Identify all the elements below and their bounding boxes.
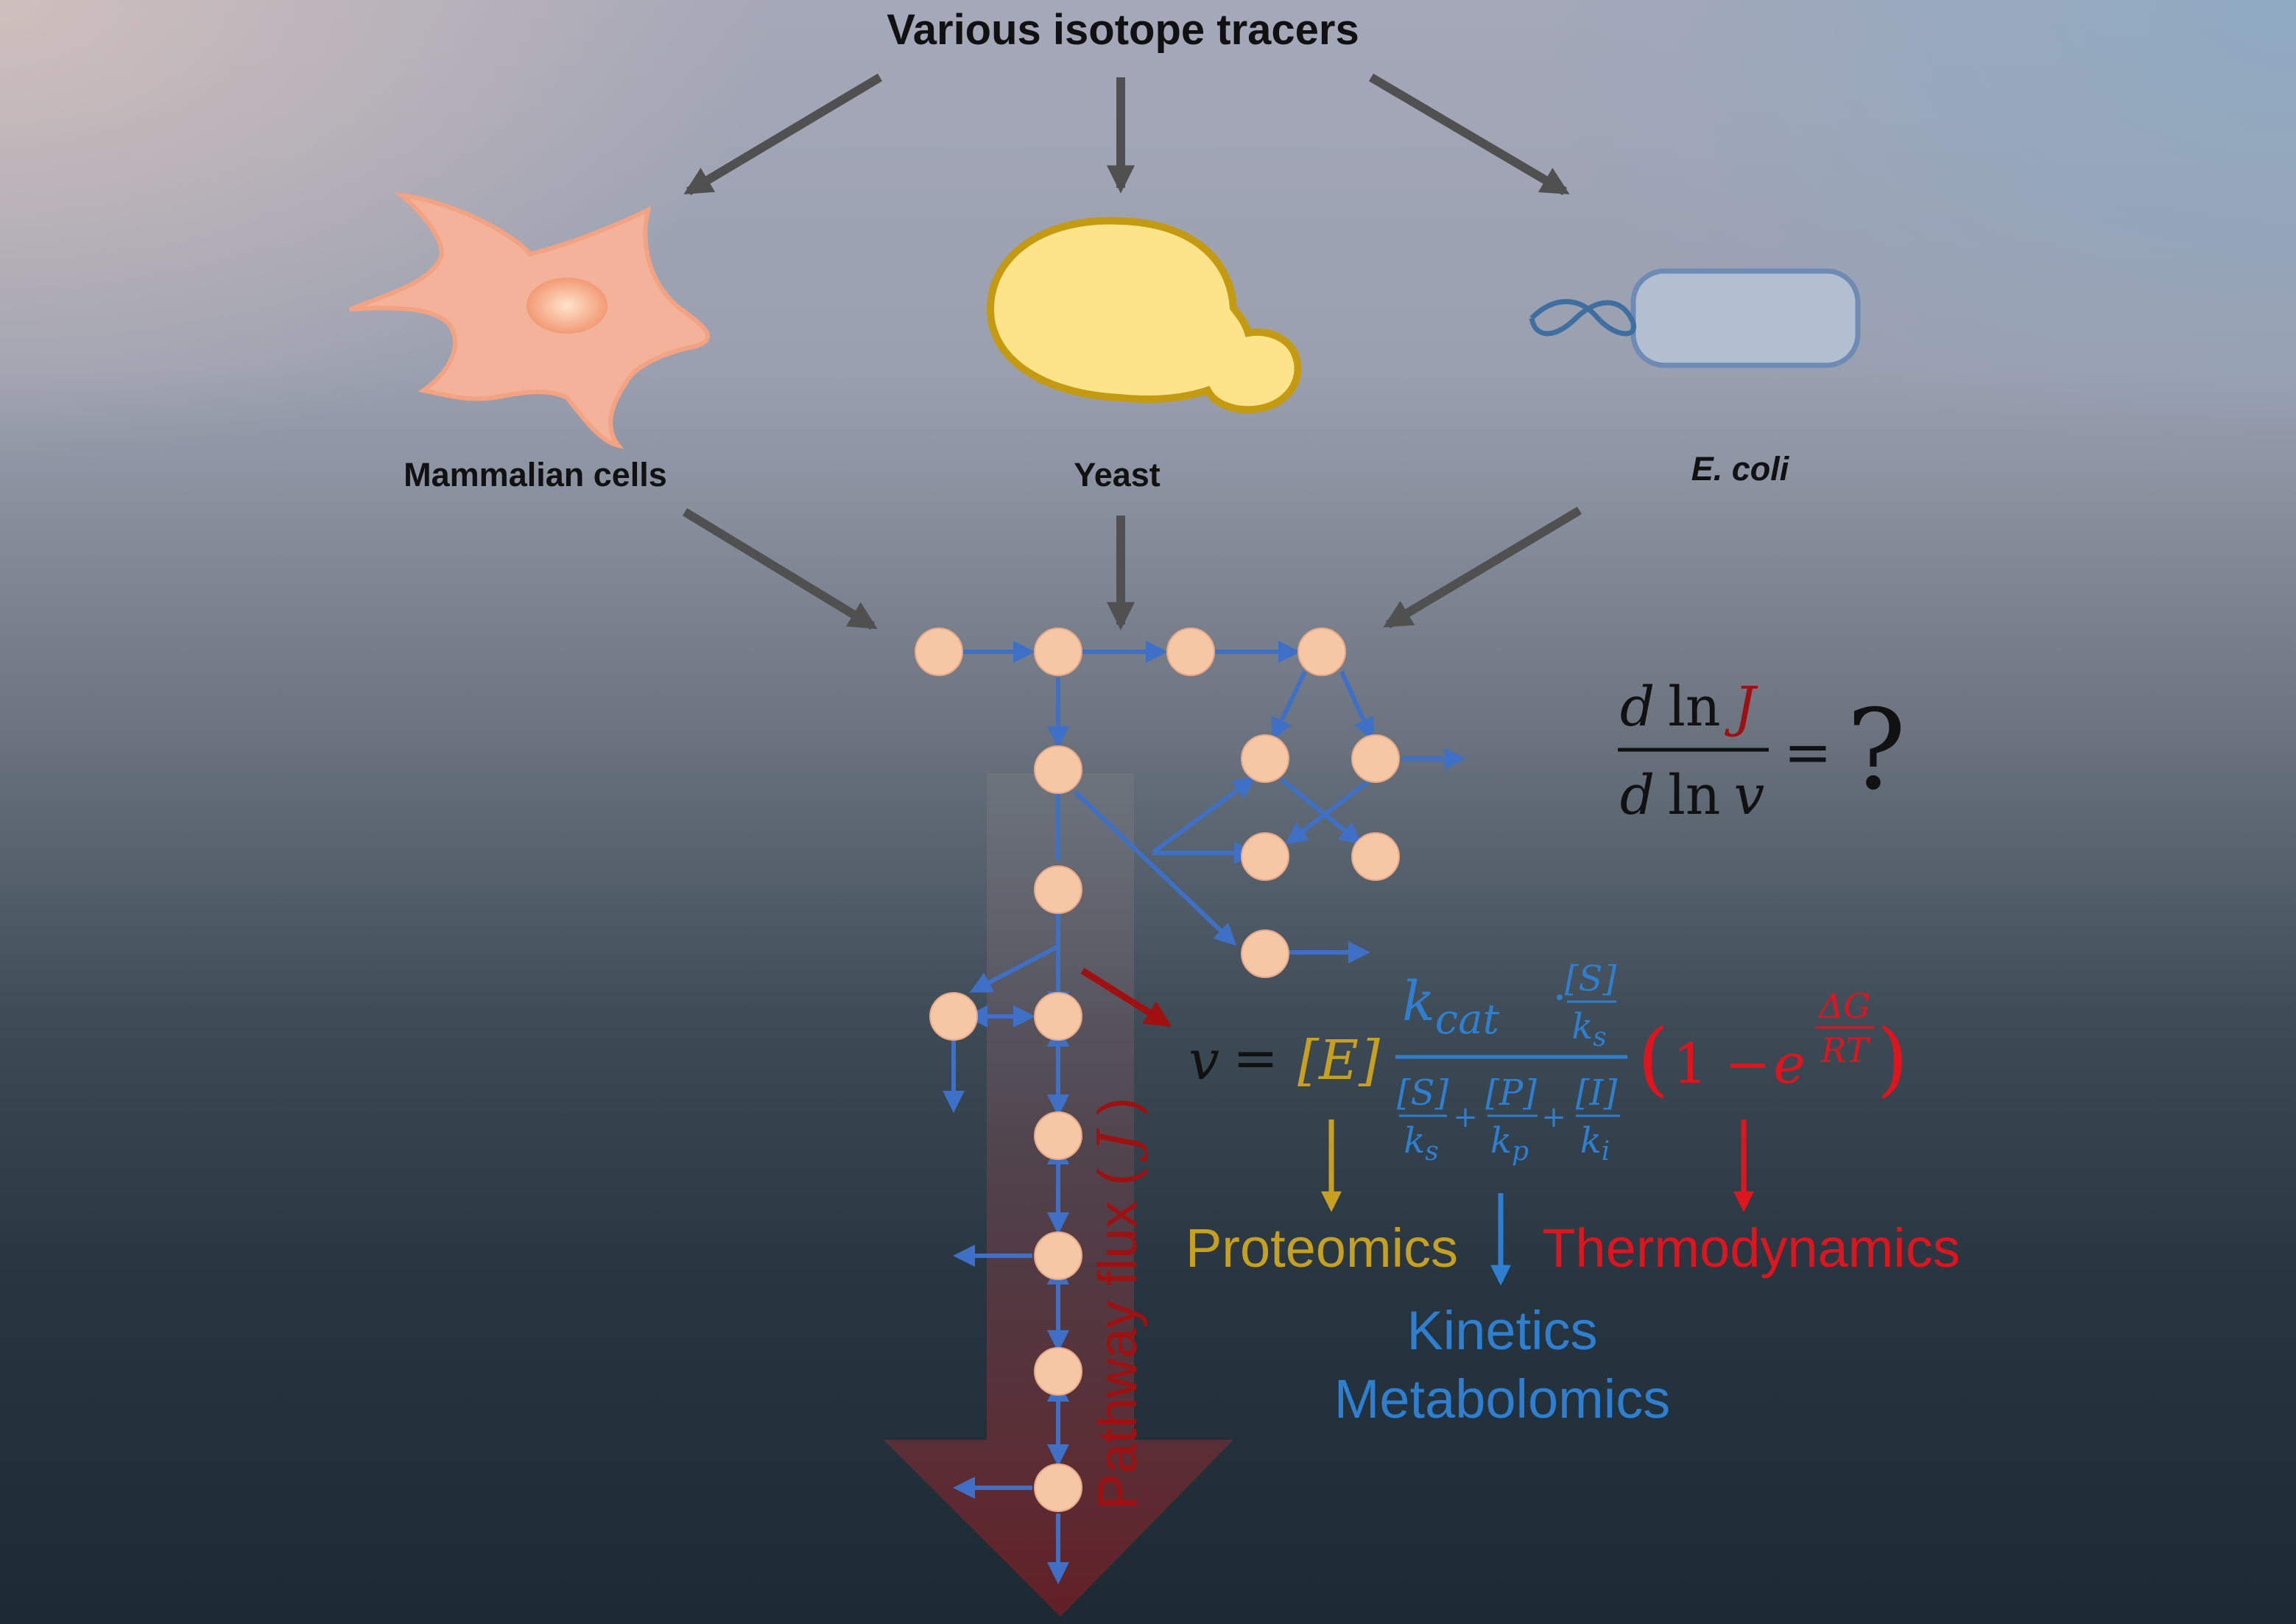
thermo-one-minus: 1 −	[1673, 1033, 1771, 1096]
arrow-to-ecoli	[1368, 73, 1570, 196]
thermo-RT: RT	[1820, 1030, 1871, 1070]
metabolite-node	[1241, 929, 1289, 978]
sensitivity-equation: d ln J d ln v = ?	[1618, 675, 1906, 827]
metabolite-node	[1034, 1463, 1082, 1512]
cell-nucleus	[527, 278, 608, 334]
metabolite-node	[1034, 1111, 1082, 1160]
flux-label-text: Pathway flux	[1087, 1201, 1148, 1511]
network-edges	[943, 641, 1466, 1584]
ecoli-cell-icon	[1529, 268, 1861, 368]
denom-I: [I]	[1576, 1072, 1618, 1114]
question-mark: ?	[1847, 686, 1906, 815]
metabolite-node	[929, 992, 978, 1041]
flux-open-paren: (	[1087, 1153, 1148, 1201]
label-metabolomics: Metabolomics	[1334, 1368, 1671, 1430]
metabolite-node	[1166, 628, 1215, 676]
metabolite-node	[1034, 745, 1082, 794]
metabolite-node	[1351, 832, 1400, 881]
enzyme-concentration: [E]	[1297, 1029, 1380, 1092]
network-arrows	[682, 506, 1582, 630]
metabolite-node	[1034, 628, 1082, 676]
equals-sign: =	[1783, 720, 1831, 786]
denom-plus-2: +	[1541, 1100, 1566, 1134]
tracer-arrows	[683, 73, 1570, 196]
metabolite-node	[1351, 734, 1400, 783]
network-nodes	[915, 628, 1400, 1512]
denom-kp: kp	[1490, 1120, 1529, 1167]
numerator-ks: ks	[1571, 1006, 1607, 1052]
denominator: d ln v	[1620, 764, 1765, 827]
mammalian-cell-icon	[348, 191, 710, 449]
svg-text:Pathway flux ( J ): Pathway flux ( J )	[1086, 1097, 1149, 1510]
thermo-close-paren: )	[1877, 1011, 1909, 1105]
metabolite-node	[915, 628, 963, 676]
metabolite-node	[1241, 832, 1289, 881]
rate-equation: v = [E] kcat · [S] ks [S] ks + [P] kp + …	[1189, 958, 1908, 1167]
numerator: d ln J	[1620, 675, 1759, 739]
flux-close-paren: )	[1087, 1097, 1148, 1131]
label-yeast: Yeast	[1074, 456, 1161, 493]
arrow-from-ecoli	[1383, 506, 1582, 629]
thermo-open-paren: (	[1638, 1011, 1669, 1105]
kcat-term: kcat	[1402, 970, 1500, 1044]
pathway-flux-label: Pathway flux ( J )	[1086, 1097, 1149, 1510]
label-kinetics: Kinetics	[1406, 1300, 1597, 1361]
denom-ks: ks	[1404, 1120, 1439, 1167]
metabolite-node	[1034, 1347, 1082, 1396]
rate-equals: =	[1233, 1027, 1278, 1090]
metabolite-node	[1241, 734, 1289, 783]
label-ecoli: E. coli	[1691, 450, 1790, 488]
label-proteomics: Proteomics	[1186, 1217, 1458, 1279]
arrow-to-mammalian	[683, 73, 883, 196]
metabolite-node	[1034, 865, 1082, 914]
metabolite-node	[1034, 992, 1082, 1041]
label-mammalian: Mammalian cells	[404, 456, 667, 493]
arrow-from-mammalian	[682, 507, 878, 630]
thermo-e: e	[1773, 1033, 1806, 1096]
denom-P: [P]	[1485, 1072, 1537, 1114]
label-thermodynamics: Thermodynamics	[1542, 1217, 1960, 1279]
multiply-dot: ·	[1552, 972, 1566, 1024]
rate-v: v	[1189, 1029, 1219, 1092]
denom-ki: ki	[1580, 1120, 1610, 1167]
flagellum	[1529, 299, 1637, 337]
numerator-S: [S]	[1565, 958, 1617, 999]
denom-S: [S]	[1397, 1072, 1449, 1114]
thermo-dG: ΔG	[1817, 986, 1870, 1026]
flux-to-equation-arrow	[1080, 968, 1172, 1027]
metabolite-node	[1297, 628, 1346, 676]
denom-plus-1: +	[1453, 1100, 1478, 1134]
metabolite-node	[1034, 1231, 1082, 1280]
yeast-cell-icon	[986, 217, 1302, 414]
top-title: Various isotope tracers	[887, 6, 1359, 54]
